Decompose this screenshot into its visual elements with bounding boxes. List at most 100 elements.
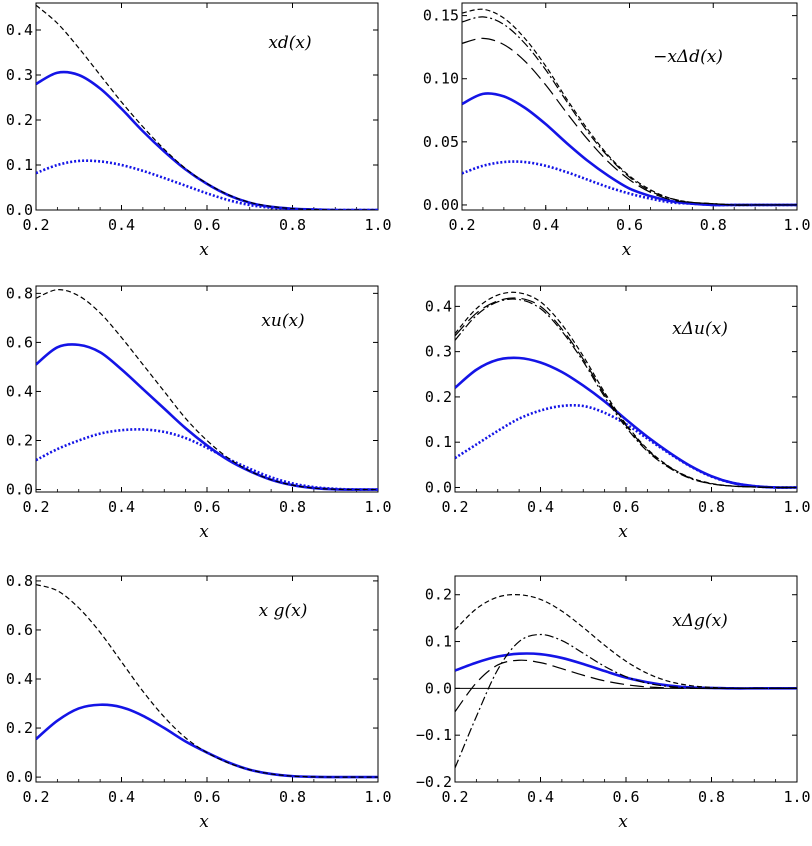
x-tick-label: 0.2: [441, 498, 468, 516]
series-reference-1: [462, 8, 797, 206]
series-model: [36, 70, 378, 210]
x-tick-label: 0.2: [22, 498, 49, 516]
y-tick-label: −0.2: [416, 773, 452, 791]
x-tick-label: 1.0: [364, 216, 391, 234]
x-axis-label: x: [199, 240, 209, 260]
series-reference-3: [455, 297, 797, 489]
y-tick-label: 0.2: [6, 432, 33, 450]
y-tick-label: 0.2: [6, 111, 33, 129]
series-model-dotted: [462, 160, 797, 207]
x-tick-label: 0.2: [441, 788, 468, 806]
y-tick-label: 0.15: [423, 7, 459, 25]
y-tick-label: 0.1: [425, 633, 452, 651]
panel-title: x g(x): [259, 601, 308, 621]
x-tick-label: 0.4: [108, 216, 135, 234]
y-tick-label: 0.1: [6, 156, 33, 174]
y-tick-label: 0.6: [6, 621, 33, 639]
x-tick-label: 1.0: [364, 498, 391, 516]
x-tick-label: 0.8: [279, 498, 306, 516]
y-tick-label: 0.00: [423, 196, 459, 214]
x-tick-label: 0.6: [193, 498, 220, 516]
y-tick-label: 0.10: [423, 70, 459, 88]
plot-frame: [454, 285, 798, 493]
x-axis-label: x: [199, 812, 209, 832]
y-tick-label: 0.6: [6, 333, 33, 351]
x-tick-label: 0.6: [193, 788, 220, 806]
series-reference-3: [462, 37, 797, 206]
panel-2: 0.2 0.4 0.6 0.8 1.0 0.00 0.05 0.10 0.15 x −xΔd(x): [423, 2, 811, 260]
y-tick-label: −0.1: [416, 726, 452, 744]
y-tick-label: 0.0: [6, 201, 33, 219]
x-axis-label: x: [618, 522, 628, 542]
x-axis-label: x: [618, 812, 628, 832]
x-tick-label: 0.2: [22, 788, 49, 806]
panel-title: xu(x): [261, 311, 304, 331]
series-reference-2: [455, 298, 797, 489]
y-tick-label: 0.3: [425, 343, 452, 361]
panel-1: 0.2 0.4 0.6 0.8 1.0 0.0 0.1 0.2 0.3 0.4 x xd(x): [6, 2, 392, 260]
series-reference-3: [455, 659, 797, 713]
y-tick-label: 0.2: [425, 388, 452, 406]
panel-6: 0.2 0.4 0.6 0.8 1.0 −0.2 −0.1 0.0 0.1 0.2 x xΔg(x): [416, 575, 811, 832]
series-reference-1: [36, 4, 378, 210]
x-axis-label: x: [622, 240, 632, 260]
x-tick-label: 0.4: [108, 788, 135, 806]
y-tick-label: 0.2: [6, 719, 33, 737]
series-reference-2: [462, 16, 797, 206]
x-tick-label: 0.8: [698, 788, 725, 806]
series-model: [36, 343, 378, 491]
y-tick-label: 0.1: [425, 433, 452, 451]
panel-title: xΔg(x): [672, 611, 728, 631]
plot-frame: [35, 2, 379, 211]
series-model: [455, 356, 797, 489]
panel-title: xd(x): [268, 33, 311, 53]
series-model-dotted: [455, 403, 797, 489]
y-tick-label: 0.4: [6, 21, 33, 39]
x-tick-label: 0.8: [279, 788, 306, 806]
y-tick-label: 0.0: [6, 768, 33, 786]
x-tick-label: 0.4: [532, 216, 559, 234]
y-tick-label: 0.2: [425, 586, 452, 604]
x-tick-label: 0.2: [22, 216, 49, 234]
x-tick-label: 1.0: [783, 216, 810, 234]
series-reference-1: [36, 289, 378, 491]
plot-frame: [461, 2, 798, 211]
series-model-dotted: [36, 428, 378, 491]
x-axis-label: x: [199, 522, 209, 542]
y-tick-label: 0.05: [423, 133, 459, 151]
series-model: [36, 703, 378, 779]
x-tick-label: 0.4: [527, 498, 554, 516]
y-tick-label: 0.0: [425, 478, 452, 496]
y-tick-label: 0.0: [6, 481, 33, 499]
x-tick-label: 0.4: [527, 788, 554, 806]
series-model-dotted: [36, 159, 378, 210]
plot-frame: [35, 575, 379, 783]
y-tick-label: 0.4: [6, 670, 33, 688]
y-tick-label: 0.0: [425, 679, 452, 697]
x-tick-label: 0.2: [448, 216, 475, 234]
series-model: [462, 92, 797, 207]
x-tick-label: 1.0: [783, 788, 810, 806]
y-tick-label: 0.8: [6, 572, 33, 590]
panel-4: 0.2 0.4 0.6 0.8 1.0 0.0 0.1 0.2 0.3 0.4 x xΔu(x): [425, 285, 811, 542]
plot-frame: [35, 285, 379, 493]
x-tick-label: 0.6: [193, 216, 220, 234]
x-tick-label: 0.8: [279, 216, 306, 234]
x-tick-label: 0.6: [616, 216, 643, 234]
x-tick-label: 0.6: [612, 788, 639, 806]
x-tick-label: 0.8: [698, 498, 725, 516]
plot-frame: [454, 575, 798, 783]
y-tick-label: 0.4: [425, 297, 452, 315]
series-reference-1: [455, 594, 797, 690]
y-tick-label: 0.3: [6, 66, 33, 84]
series-model: [455, 652, 797, 690]
y-tick-label: 0.4: [6, 382, 33, 400]
x-tick-label: 1.0: [783, 498, 810, 516]
panel-title: −xΔd(x): [653, 47, 723, 67]
x-tick-label: 0.6: [612, 498, 639, 516]
x-tick-label: 1.0: [364, 788, 391, 806]
x-tick-label: 0.8: [700, 216, 727, 234]
x-tick-label: 0.4: [108, 498, 135, 516]
